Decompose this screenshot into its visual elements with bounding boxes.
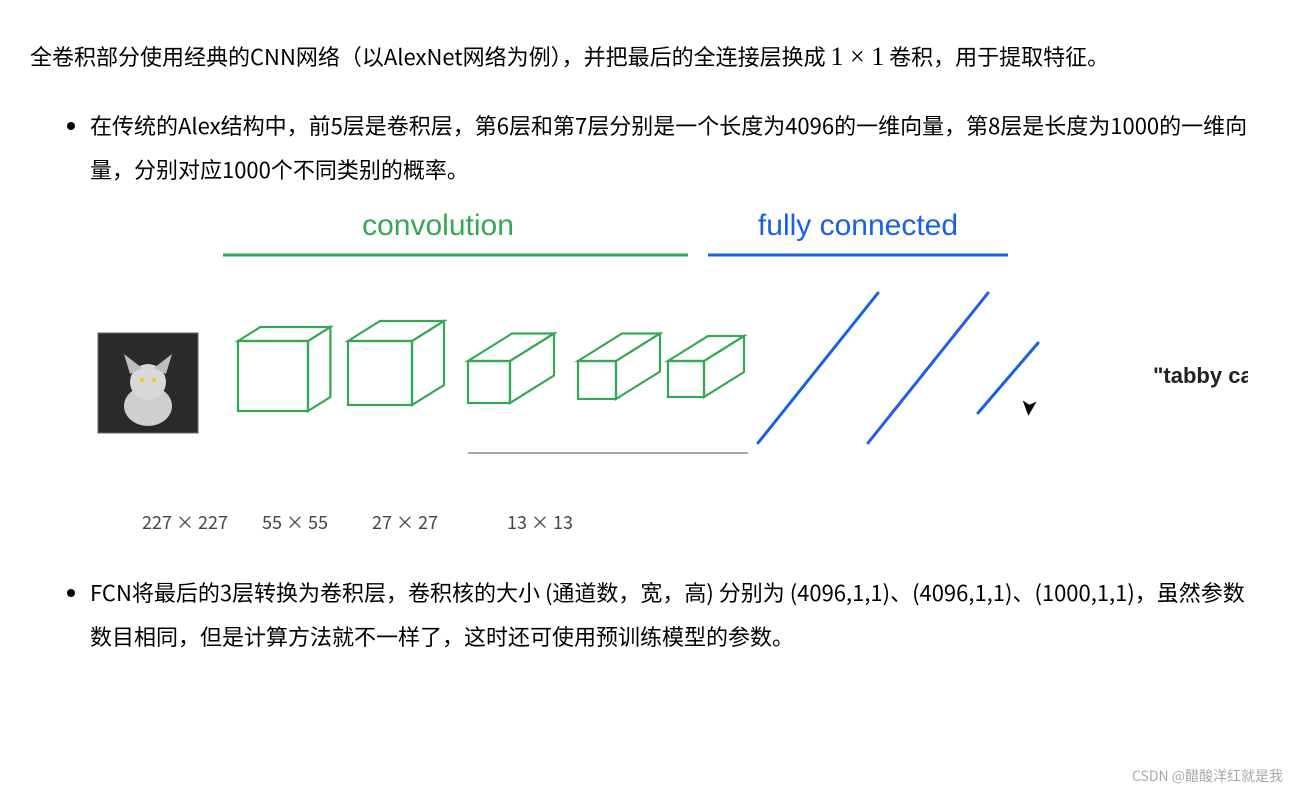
- dim-label: 13 × 13: [460, 509, 620, 535]
- bullet-item: FCN将最后的3层转换为卷积层，卷积核的大小 (通道数，宽，高) 分别为 (40…: [90, 570, 1265, 658]
- bullet-list-1: 在传统的Alex结构中，前5层是卷积层，第6层和第7层分别是一个长度为4096的…: [30, 103, 1265, 191]
- page-root: { "intro_before_math": "全卷积部分使用经典的CNN网络（…: [0, 0, 1295, 792]
- intro-paragraph: 全卷积部分使用经典的CNN网络（以AlexNet网络为例），并把最后的全连接层换…: [30, 32, 1265, 81]
- alexnet-diagram: convolution fully connected "tabby cat" ➤: [48, 203, 1248, 503]
- csdn-watermark: CSDN @醋酸洋红就是我: [1132, 766, 1283, 786]
- dimension-row: 227 × 22755 × 5527 × 2713 × 13: [80, 509, 1265, 535]
- output-label: "tabby cat": [1153, 363, 1248, 388]
- bullet-list-2: FCN将最后的3层转换为卷积层，卷积核的大小 (通道数，宽，高) 分别为 (40…: [30, 570, 1265, 658]
- bullet-item: 在传统的Alex结构中，前5层是卷积层，第6层和第7层分别是一个长度为4096的…: [90, 103, 1265, 191]
- dim-label: 55 × 55: [240, 509, 350, 535]
- fc-label: fully connected: [757, 209, 957, 242]
- intro-text-after: 卷积，用于提取特征。: [889, 40, 1109, 72]
- svg-text:➤: ➤: [1014, 398, 1047, 419]
- intro-text-before: 全卷积部分使用经典的CNN网络（以AlexNet网络为例），并把最后的全连接层换…: [30, 40, 826, 72]
- intro-math: 1 × 1: [831, 42, 885, 71]
- conv-label: convolution: [362, 209, 514, 242]
- dim-label: 227 × 227: [130, 509, 240, 535]
- diagram-container: convolution fully connected "tabby cat" ➤: [30, 203, 1265, 503]
- dim-label: 27 × 27: [350, 509, 460, 535]
